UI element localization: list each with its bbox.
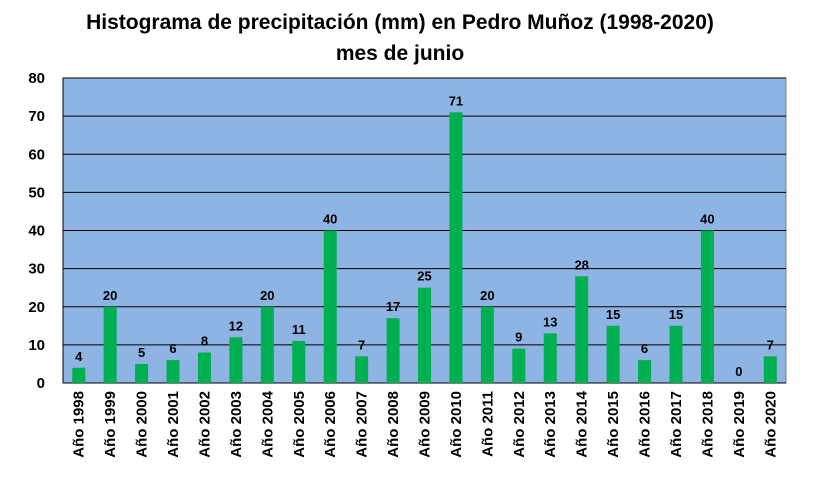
x-tick-label: Año 2016 <box>637 391 654 458</box>
data-label: 15 <box>669 307 683 322</box>
bar <box>292 341 306 383</box>
x-tick-label: Año 2003 <box>228 391 245 458</box>
x-tick-label: Año 2001 <box>165 391 182 458</box>
data-label: 20 <box>103 288 117 303</box>
x-tick-label: Año 2002 <box>196 391 213 458</box>
bar <box>700 230 714 383</box>
y-tick-label: 50 <box>28 184 45 201</box>
data-label: 71 <box>449 93 463 108</box>
data-label: 9 <box>515 330 522 345</box>
x-tick-label: Año 2007 <box>354 391 371 458</box>
data-label: 6 <box>169 341 176 356</box>
bar <box>386 318 400 383</box>
data-label: 7 <box>358 337 365 352</box>
data-label: 15 <box>606 307 620 322</box>
x-tick-label: Año 2005 <box>291 391 308 458</box>
data-label: 28 <box>574 257 588 272</box>
x-tick-label: Año 2013 <box>542 391 559 458</box>
bar <box>418 287 431 383</box>
bar <box>135 363 149 383</box>
bar <box>480 306 494 383</box>
bar <box>669 325 683 383</box>
bar <box>323 230 337 383</box>
data-label: 13 <box>543 314 557 329</box>
y-tick-label: 0 <box>37 375 45 392</box>
x-tick-label: Año 2010 <box>448 391 465 458</box>
bar <box>638 360 652 383</box>
x-tick-label: Año 2018 <box>699 391 716 458</box>
x-tick-label: Año 2020 <box>762 391 779 458</box>
bar <box>103 306 117 383</box>
bar <box>260 306 274 383</box>
x-tick-label: Año 2019 <box>731 391 748 458</box>
chart-title: Histograma de precipitación (mm) en Pedr… <box>86 11 714 34</box>
x-tick-label: Año 2009 <box>417 391 434 458</box>
bar <box>449 112 463 383</box>
x-tick-label: Año 2000 <box>134 391 151 458</box>
data-label: 11 <box>292 322 306 337</box>
data-label: 40 <box>700 212 714 227</box>
bar <box>763 356 777 383</box>
bar <box>166 360 180 383</box>
x-tick-label: Año 2006 <box>322 391 339 458</box>
data-label: 0 <box>735 364 742 379</box>
x-tick-label: Año 2011 <box>479 391 496 457</box>
y-tick-label: 10 <box>28 337 45 354</box>
bar <box>606 325 620 383</box>
bar <box>229 337 243 383</box>
data-label: 4 <box>75 349 83 364</box>
x-tick-label: Año 1999 <box>102 391 119 458</box>
data-label: 17 <box>386 299 400 314</box>
y-tick-label: 40 <box>28 223 45 240</box>
x-tick-label: Año 2014 <box>574 390 591 457</box>
y-tick-label: 20 <box>28 299 45 316</box>
data-label: 12 <box>229 318 243 333</box>
bar <box>575 276 589 383</box>
y-tick-label: 60 <box>28 146 45 163</box>
x-tick-label: Año 2017 <box>668 391 685 458</box>
bar <box>72 367 86 383</box>
y-tick-label: 80 <box>28 70 45 87</box>
data-label: 40 <box>323 212 337 227</box>
data-label: 7 <box>767 337 774 352</box>
x-tick-label: Año 2015 <box>605 391 622 458</box>
x-tick-label: Año 2004 <box>259 390 276 457</box>
y-tick-label: 70 <box>28 108 45 125</box>
data-label: 6 <box>641 341 648 356</box>
x-tick-label: Año 2008 <box>385 391 402 458</box>
data-label: 5 <box>138 345 145 360</box>
bar <box>512 348 526 383</box>
bar <box>355 356 369 383</box>
chart-subtitle: mes de junio <box>336 42 464 65</box>
data-label: 20 <box>480 288 494 303</box>
y-tick-label: 30 <box>28 261 45 278</box>
data-label: 8 <box>201 334 208 349</box>
data-label: 25 <box>417 269 431 284</box>
x-tick-label: Año 1998 <box>71 391 88 458</box>
x-tick-label: Año 2012 <box>511 391 528 458</box>
bar <box>543 333 557 383</box>
data-label: 20 <box>260 288 274 303</box>
bar <box>197 352 211 383</box>
